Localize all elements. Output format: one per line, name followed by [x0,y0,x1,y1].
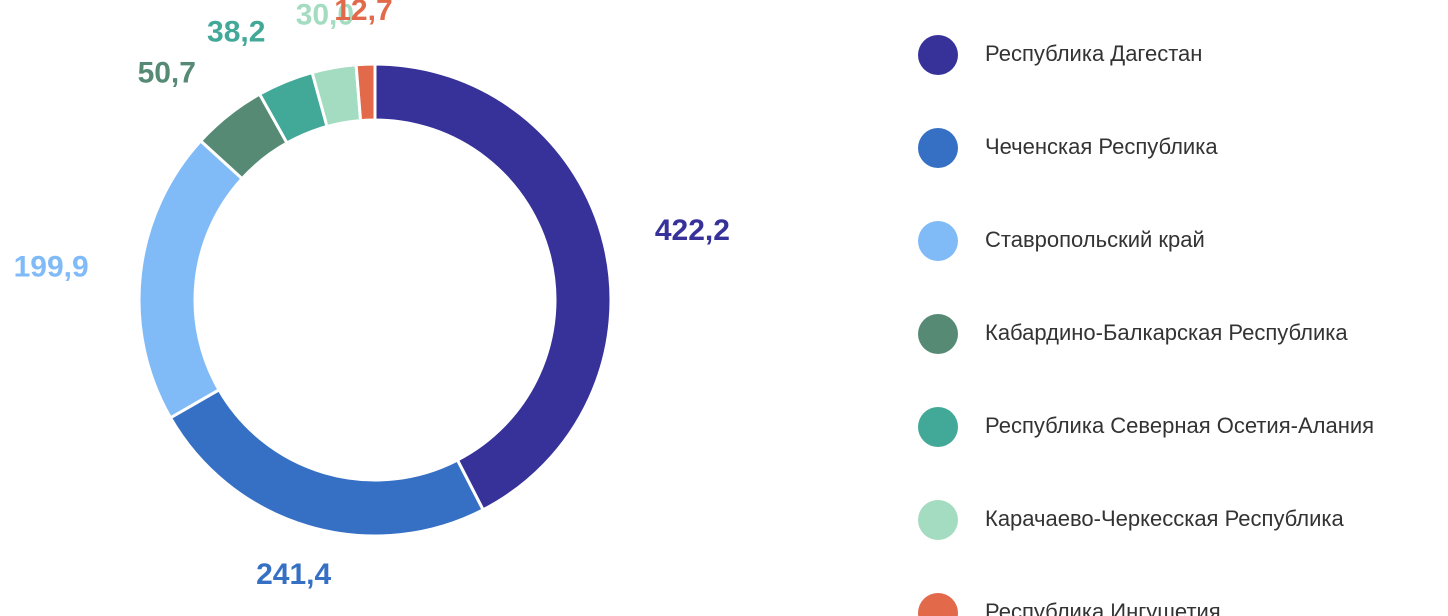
legend-label: Кабардино-Балкарская Республика [985,320,1348,345]
legend-label: Республика Дагестан [985,41,1202,66]
legend-marker [918,593,958,616]
value-label: 30,0 [296,0,354,31]
value-label: 50,7 [138,56,196,89]
legend-label: Карачаево-Черкесская Республика [985,506,1345,531]
legend-marker [918,221,958,261]
value-label: 241,4 [256,558,331,591]
legend-marker [918,314,958,354]
legend-label: Чеченская Республика [985,134,1218,159]
donut-segment [168,387,486,538]
value-label: 199,9 [14,251,89,284]
legend-label: Республика Ингушетия [985,599,1221,616]
legend-marker [918,128,958,168]
value-label: 12,7 [334,0,392,27]
legend-marker [918,500,958,540]
value-label: 38,2 [207,16,265,49]
legend-label: Республика Северная Осетия-Алания [985,413,1374,438]
legend-marker [918,407,958,447]
legend-marker [918,35,958,75]
legend-label: Ставропольский край [985,227,1205,252]
value-label: 422,2 [655,214,730,247]
donut-segment [373,62,613,512]
donut-segment [137,138,245,420]
donut-segment [354,62,377,123]
